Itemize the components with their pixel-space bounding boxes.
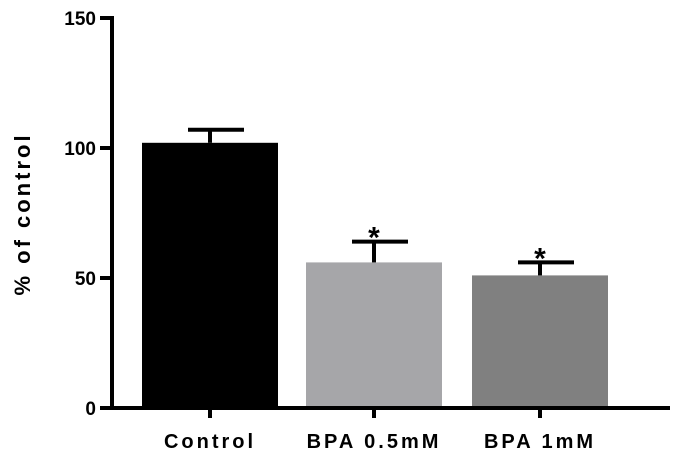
x-tick-label-1: Control (164, 431, 256, 453)
y-tick-label-1: 0 (85, 399, 96, 420)
x-tick-label-3: BPA 1mM (484, 431, 596, 453)
bar-1 (142, 142, 278, 409)
y-tick-label-4: 150 (64, 9, 96, 30)
x-tick-label-2: BPA 0.5mM (307, 431, 442, 453)
y-axis-title: % of control (10, 132, 35, 295)
bar-3 (472, 275, 608, 408)
significance-marker-2: * (368, 222, 380, 255)
significance-marker-3: * (534, 242, 546, 275)
bar-2 (306, 262, 442, 408)
y-tick-label-3: 100 (64, 139, 96, 160)
y-tick-label-2: 50 (75, 269, 96, 290)
